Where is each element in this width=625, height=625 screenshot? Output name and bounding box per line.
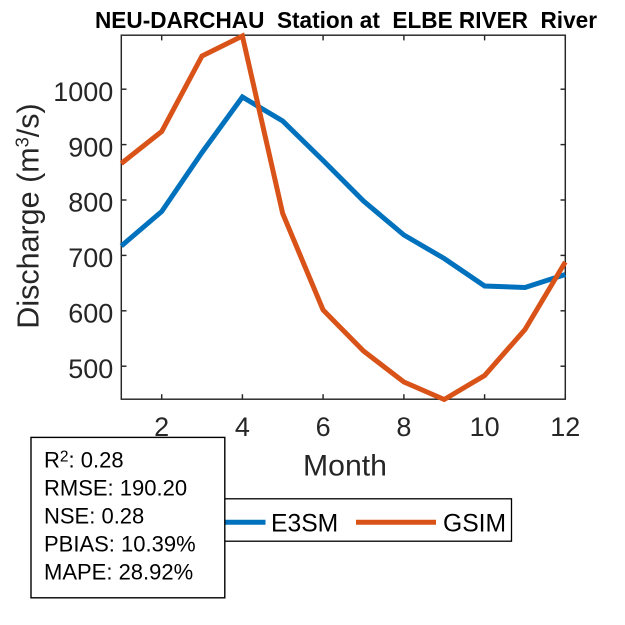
- svg-text:RMSE: 190.20: RMSE: 190.20: [44, 476, 187, 501]
- svg-text:Month: Month: [303, 449, 387, 482]
- svg-text:500: 500: [68, 354, 113, 384]
- svg-text:6: 6: [316, 412, 331, 442]
- svg-text:700: 700: [68, 243, 113, 273]
- svg-text:NEU-DARCHAU Station at ELBE: NEU-DARCHAU Station at ELBE RIVER River: [95, 7, 597, 33]
- svg-text:900: 900: [68, 132, 113, 162]
- svg-text:2: 2: [154, 412, 169, 442]
- svg-text:R2: 0.28: R2: 0.28: [44, 448, 124, 473]
- svg-text:E3SM: E3SM: [271, 511, 338, 538]
- svg-text:4: 4: [235, 412, 250, 442]
- svg-text:MAPE: 28.92%: MAPE: 28.92%: [44, 560, 193, 585]
- svg-text:GSIM: GSIM: [443, 511, 506, 538]
- svg-text:8: 8: [396, 412, 411, 442]
- svg-text:10: 10: [470, 412, 500, 442]
- svg-text:12: 12: [550, 412, 580, 442]
- svg-text:800: 800: [68, 188, 113, 218]
- svg-text:Discharge (m3/s): Discharge (m3/s): [11, 103, 45, 328]
- svg-text:1000: 1000: [53, 77, 113, 107]
- svg-text:600: 600: [68, 299, 113, 329]
- svg-text:NSE: 0.28: NSE: 0.28: [44, 504, 144, 529]
- svg-text:PBIAS: 10.39%: PBIAS: 10.39%: [44, 532, 196, 557]
